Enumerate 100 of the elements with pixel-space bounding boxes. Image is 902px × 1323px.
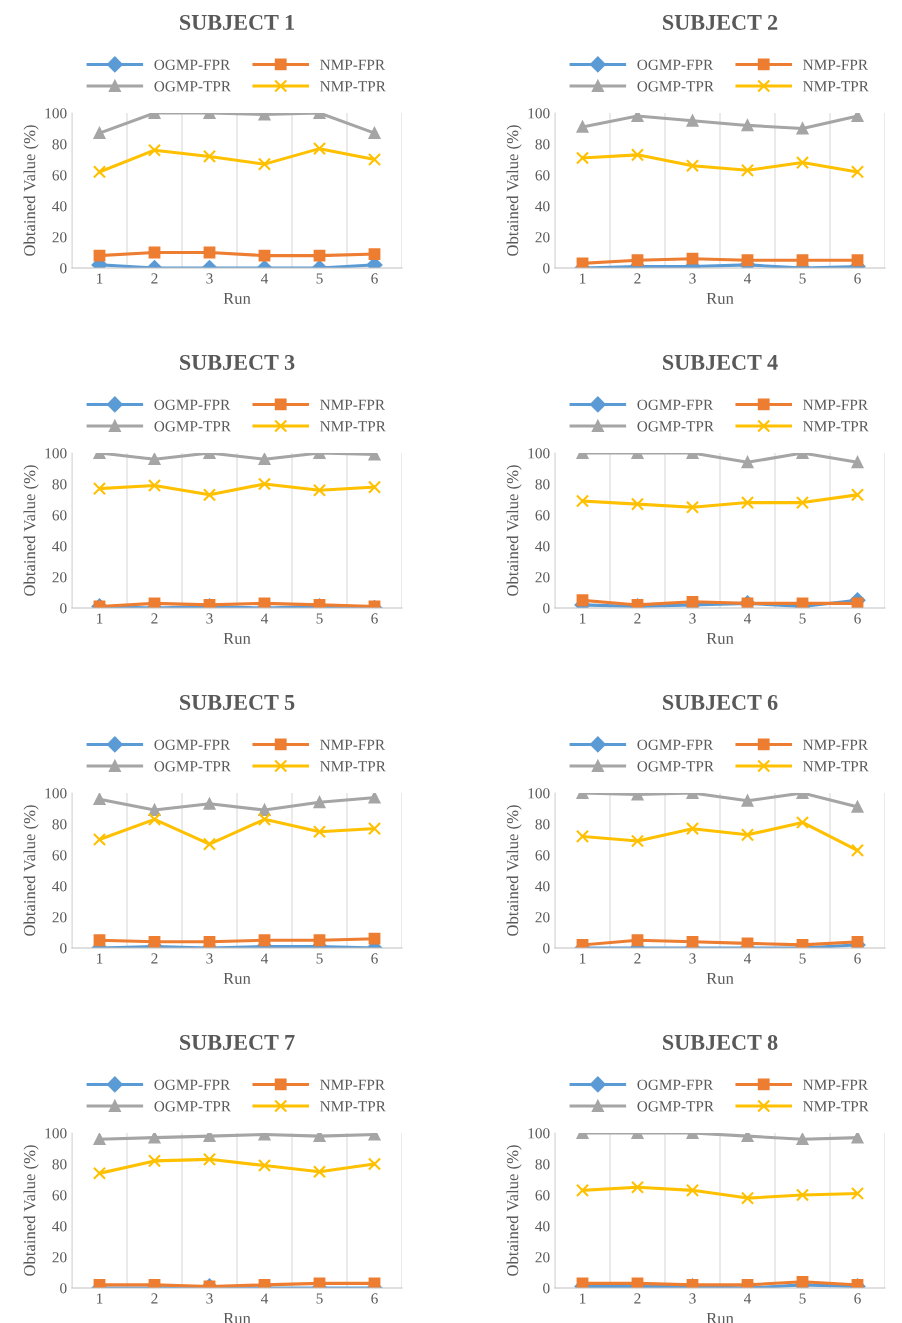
x-tick-label: 5 bbox=[316, 273, 323, 284]
x-tick-label: 1 bbox=[580, 953, 586, 964]
legend-label: NMP-TPR bbox=[320, 1101, 386, 1112]
legend-label: OGMP-TPR bbox=[154, 761, 232, 772]
x-tick-label: 2 bbox=[634, 273, 641, 284]
x-tick-label: 5 bbox=[316, 613, 323, 624]
y-axis-title: Obtained Value (%) bbox=[23, 125, 39, 256]
x-tick-label: 1 bbox=[97, 273, 103, 284]
legend-label: NMP-TPR bbox=[320, 421, 386, 432]
legend-label: NMP-FPR bbox=[320, 1079, 386, 1090]
x-tick-label: 1 bbox=[580, 613, 586, 624]
y-tick-label: 60 bbox=[52, 1190, 67, 1201]
y-tick-label: 20 bbox=[52, 912, 67, 923]
y-tick-label: 100 bbox=[528, 108, 550, 119]
x-tick-label: 3 bbox=[206, 273, 213, 284]
x-tick-label: 2 bbox=[151, 953, 158, 964]
legend-label: NMP-FPR bbox=[320, 59, 386, 70]
legend-label: OGMP-TPR bbox=[154, 1101, 232, 1112]
y-axis-title: Obtained Value (%) bbox=[506, 805, 522, 936]
x-tick-label: 4 bbox=[743, 953, 752, 964]
y-axis-title: Obtained Value (%) bbox=[23, 465, 39, 596]
y-tick-label: 0 bbox=[543, 943, 550, 954]
y-tick-label: 60 bbox=[52, 510, 67, 521]
x-tick-label: 4 bbox=[260, 953, 269, 964]
legend-label: OGMP-TPR bbox=[637, 761, 715, 772]
y-axis-title: Obtained Value (%) bbox=[506, 125, 522, 256]
legend-label: NMP-FPR bbox=[320, 399, 386, 410]
x-tick-label: 6 bbox=[854, 953, 861, 964]
y-tick-label: 0 bbox=[60, 263, 67, 274]
y-tick-label: 40 bbox=[535, 1221, 550, 1232]
x-tick-label: 6 bbox=[854, 613, 861, 624]
y-tick-label: 0 bbox=[543, 263, 550, 274]
y-tick-label: 100 bbox=[528, 788, 550, 799]
x-tick-label: 3 bbox=[206, 1293, 213, 1304]
x-tick-label: 4 bbox=[743, 613, 752, 624]
y-tick-label: 100 bbox=[45, 1128, 67, 1139]
x-tick-label: 1 bbox=[580, 273, 586, 284]
x-tick-label: 4 bbox=[260, 273, 269, 284]
y-tick-label: 40 bbox=[535, 541, 550, 552]
legend-label: OGMP-TPR bbox=[637, 81, 715, 92]
y-tick-label: 80 bbox=[535, 1159, 550, 1170]
x-tick-label: 3 bbox=[689, 1293, 696, 1304]
y-tick-label: 100 bbox=[528, 448, 550, 459]
x-tick-label: 5 bbox=[316, 953, 323, 964]
y-tick-label: 0 bbox=[543, 1283, 550, 1294]
x-tick-label: 3 bbox=[689, 953, 696, 964]
chart-title: SUBJECT 8 bbox=[663, 1034, 778, 1050]
x-tick-label: 2 bbox=[634, 1293, 641, 1304]
y-tick-label: 80 bbox=[52, 479, 67, 490]
x-axis-title: Run bbox=[706, 972, 734, 984]
legend-label: NMP-TPR bbox=[803, 421, 869, 432]
x-tick-label: 2 bbox=[151, 1293, 158, 1304]
x-tick-label: 4 bbox=[743, 1293, 752, 1304]
legend-label: NMP-TPR bbox=[320, 761, 386, 772]
y-tick-label: 100 bbox=[45, 788, 67, 799]
legend-label: NMP-TPR bbox=[803, 81, 869, 92]
legend-label: OGMP-TPR bbox=[637, 1101, 715, 1112]
legend-label: OGMP-FPR bbox=[637, 59, 714, 70]
y-tick-label: 40 bbox=[535, 881, 550, 892]
y-tick-label: 0 bbox=[60, 1283, 67, 1294]
legend-label: OGMP-TPR bbox=[637, 421, 715, 432]
chart-title: SUBJECT 4 bbox=[663, 354, 778, 370]
y-tick-label: 60 bbox=[535, 1190, 550, 1201]
x-tick-label: 3 bbox=[689, 273, 696, 284]
y-tick-label: 80 bbox=[52, 139, 67, 150]
y-tick-label: 0 bbox=[60, 943, 67, 954]
x-tick-label: 3 bbox=[689, 613, 696, 624]
legend-label: OGMP-FPR bbox=[154, 399, 231, 410]
y-axis-title: Obtained Value (%) bbox=[23, 805, 39, 936]
legend-label: OGMP-FPR bbox=[637, 1079, 714, 1090]
legend-label: NMP-FPR bbox=[803, 59, 869, 70]
y-tick-label: 100 bbox=[45, 108, 67, 119]
legend-label: NMP-FPR bbox=[803, 739, 869, 750]
x-tick-label: 5 bbox=[799, 953, 806, 964]
x-tick-label: 6 bbox=[371, 953, 378, 964]
y-tick-label: 40 bbox=[535, 201, 550, 212]
y-tick-label: 40 bbox=[52, 1221, 67, 1232]
y-tick-label: 40 bbox=[52, 881, 67, 892]
x-tick-label: 5 bbox=[799, 273, 806, 284]
x-tick-label: 2 bbox=[151, 273, 158, 284]
x-tick-label: 3 bbox=[206, 613, 213, 624]
x-tick-label: 5 bbox=[799, 1293, 806, 1304]
legend-label: NMP-FPR bbox=[803, 399, 869, 410]
legend-label: OGMP-TPR bbox=[154, 81, 232, 92]
legend-label: OGMP-FPR bbox=[154, 1079, 231, 1090]
y-tick-label: 20 bbox=[535, 1252, 550, 1263]
x-axis-title: Run bbox=[706, 632, 734, 644]
y-tick-label: 100 bbox=[528, 1128, 550, 1139]
x-tick-label: 6 bbox=[371, 1293, 378, 1304]
x-tick-label: 6 bbox=[854, 273, 861, 284]
x-tick-label: 1 bbox=[97, 1293, 103, 1304]
x-tick-label: 4 bbox=[260, 1293, 269, 1304]
y-axis-title: Obtained Value (%) bbox=[506, 465, 522, 596]
x-tick-label: 1 bbox=[97, 613, 103, 624]
y-axis-title: Obtained Value (%) bbox=[23, 1145, 39, 1276]
y-tick-label: 20 bbox=[535, 572, 550, 583]
chart-title: SUBJECT 6 bbox=[663, 694, 778, 710]
y-tick-label: 0 bbox=[543, 603, 550, 614]
chart-title: SUBJECT 1 bbox=[180, 14, 294, 30]
x-axis-title: Run bbox=[223, 632, 251, 644]
